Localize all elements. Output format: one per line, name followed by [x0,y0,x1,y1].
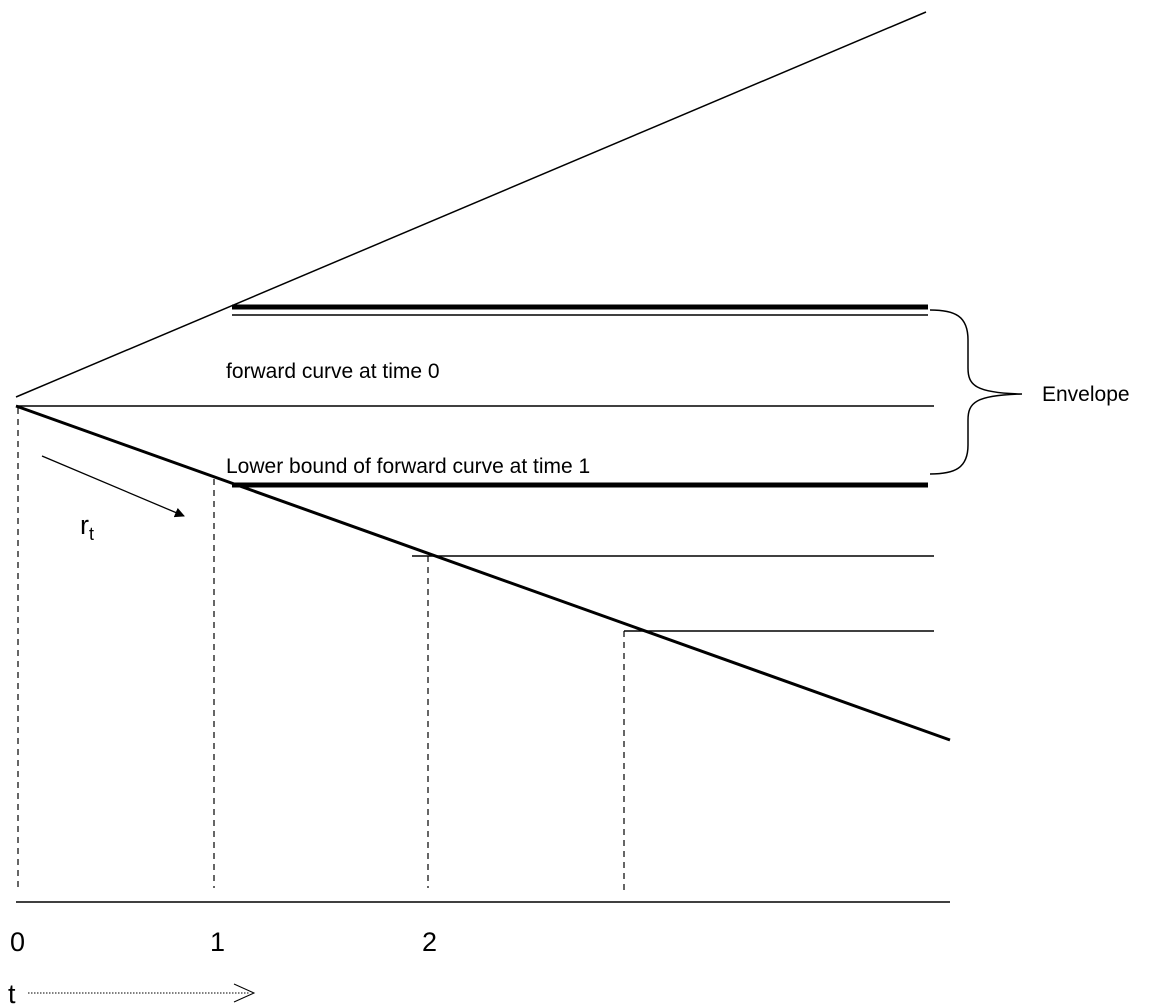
tick-label-1: 1 [210,927,225,957]
time-axis-arrowhead [233,983,256,1003]
lower-bound-time1-label: Lower bound of forward curve at time 1 [226,455,590,478]
short-rate-descending-line [15,404,951,742]
tick-label-0: 0 [10,927,25,957]
envelope-label: Envelope [1042,383,1130,406]
rate-label-base: r [80,510,89,540]
envelope-brace [929,309,1023,475]
forward-curve-time0-label: forward curve at time 0 [226,360,440,383]
time-axis-label: t [8,979,16,1008]
tick-label-2: 2 [422,927,437,957]
rate-arrow [41,455,185,518]
rate-label: rt [80,510,94,544]
rate-label-subscript: t [89,524,94,544]
upper-bound-rising-line [15,11,927,398]
